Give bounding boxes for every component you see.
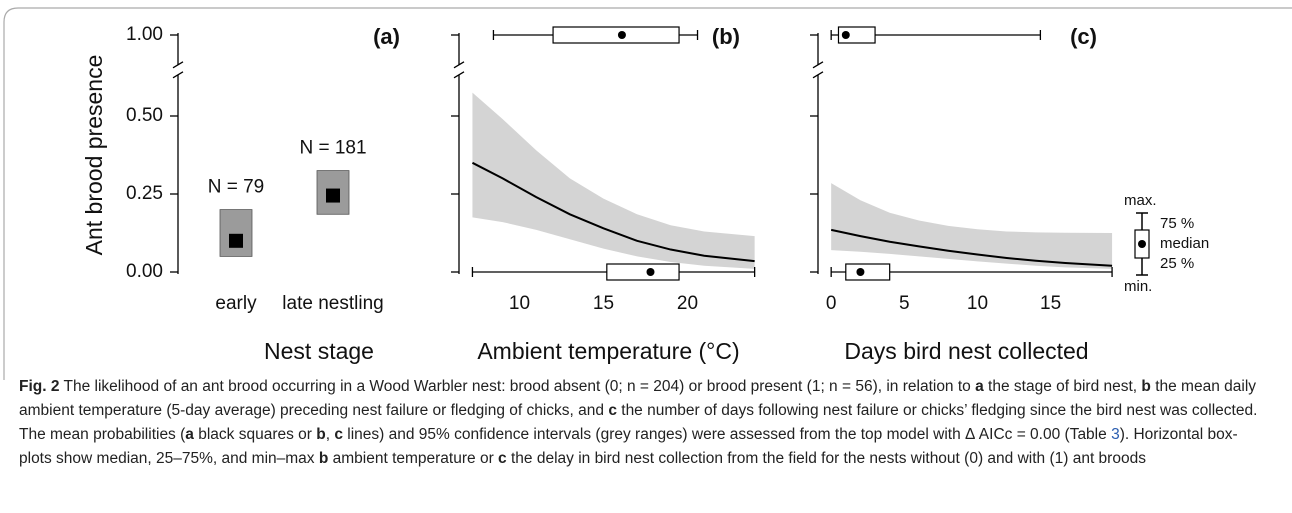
panel-title: (c) [1070,24,1097,49]
x-tick-label: 10 [509,293,530,314]
y-tick-label: 0.25 [126,183,163,204]
x-tick-label: 15 [593,293,614,314]
ci-range [219,209,253,257]
x-tick-label: early [215,293,257,314]
axis-break [812,61,824,79]
y-axis-label: Ant brood presence [81,55,107,256]
box [606,263,680,281]
x-tick-label: 20 [677,293,698,314]
mean-point [229,233,243,248]
figure: Ant brood presence max. 75 % median 25 %… [3,7,1292,380]
axis-break [172,61,184,79]
caption-text: b [1141,378,1151,395]
caption-text: the stage of bird nest, [983,378,1142,395]
box [845,263,891,281]
x-axis-label: Ambient temperature (°C) [477,338,739,364]
box [837,26,876,44]
boxplot [492,26,699,44]
median [841,31,850,39]
x-axis-label: Nest stage [264,338,374,364]
y-tick-label: 0.00 [126,261,163,282]
y-tick-label: 1.00 [126,24,163,45]
x-tick-label: 15 [1040,293,1061,314]
legend-label: 75 % [1160,215,1194,232]
mean-line [830,228,1113,267]
median [617,31,626,39]
caption-text: black squares or [193,426,317,443]
boxplot [830,263,1113,281]
ci-band [831,183,1113,269]
mean-point [326,188,340,203]
boxplot [830,26,1042,44]
box [552,26,680,44]
caption-text: c [334,426,343,443]
x-axis-label: Days bird nest collected [844,338,1088,364]
caption-text: , [325,426,335,443]
legend-label: min. [1124,278,1152,295]
legend: max. 75 % median 25 % min. [1124,192,1209,295]
annotation: N = 79 [208,177,265,198]
x-tick-label: 10 [967,293,988,314]
ci-band [472,92,755,269]
caption-text: b [318,450,329,467]
caption-text[interactable]: 3 [1111,426,1120,443]
caption-text: the mean daily ambient temperature (5-da… [19,378,1257,419]
caption-text: ). Horizontal box-plots show median, 25–… [19,426,1238,467]
median [646,268,655,276]
legend-label: 25 % [1160,255,1194,272]
caption-text: c [608,402,617,419]
x-tick-label: late nestling [282,293,383,314]
frame [3,7,1292,380]
boxplot [471,263,756,281]
caption-text: a [185,426,194,443]
panel-title: (a) [373,24,400,49]
x-tick-label: 5 [899,293,910,314]
x-tick-label: 0 [826,293,837,314]
caption-label: Fig. 2 [19,378,60,395]
caption-text: the delay in bird nest collection from t… [506,450,1146,467]
caption-text: lines) and 95% confidence intervals (gre… [342,426,1112,443]
mean-line [471,161,755,263]
annotation: N = 181 [299,138,366,159]
caption-text: b [316,426,326,443]
caption-text: The likelihood of an ant brood occurring… [59,378,976,395]
caption-text: c [498,450,507,467]
legend-label: max. [1124,192,1157,209]
caption: Fig. 2 The likelihood of an ant brood oc… [19,375,1269,471]
legend-label: median [1160,235,1209,252]
caption-text: a [975,378,984,395]
axis-break [453,61,465,79]
caption-text: the number of days following nest failur… [19,402,1258,443]
y-tick-label: 0.50 [126,105,163,126]
legend-median [1138,240,1146,248]
median [856,268,865,276]
panel-title: (b) [712,24,740,49]
caption-text: ambient temperature or [328,450,499,467]
